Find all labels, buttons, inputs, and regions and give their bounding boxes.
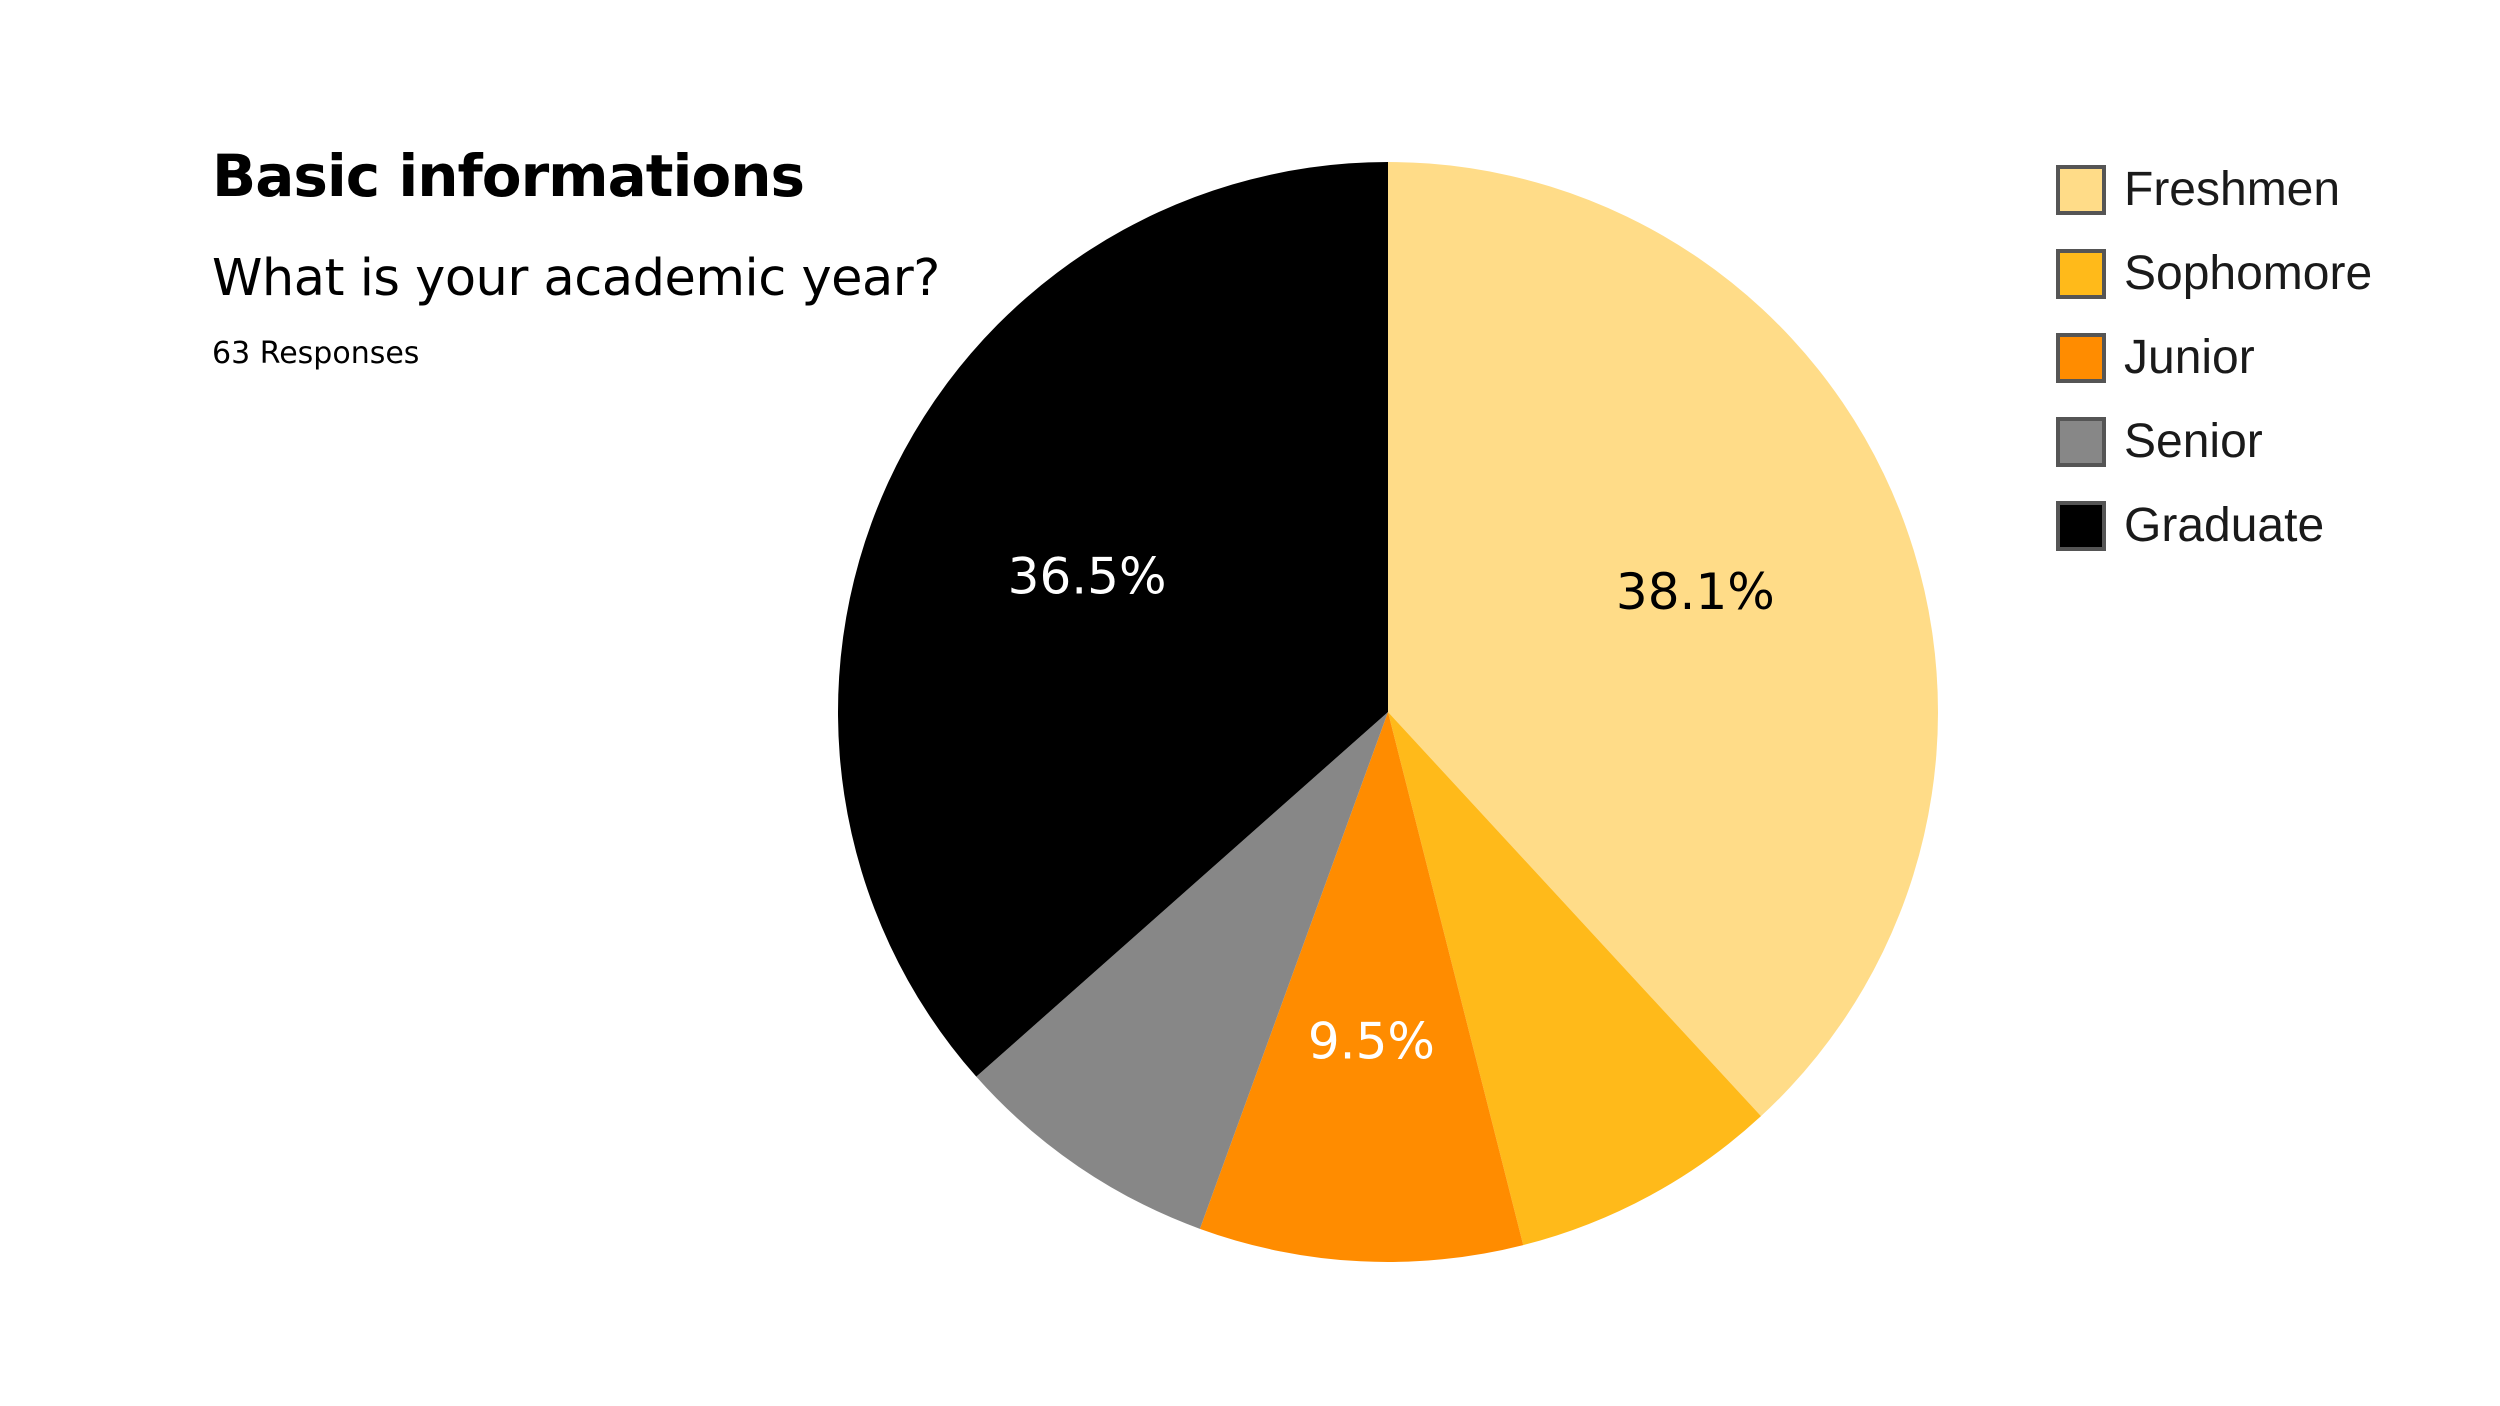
legend-swatch-graduate <box>2056 501 2106 551</box>
pie-slice-junior <box>1199 712 1524 1262</box>
legend-item-freshmen: Freshmen <box>2056 162 2372 218</box>
legend-label-senior: Senior <box>2124 415 2263 468</box>
question-header: Basic informations What is your academic… <box>212 136 1012 376</box>
legend-item-senior: Senior <box>2056 414 2372 470</box>
legend-label-junior: Junior <box>2124 331 2255 384</box>
pie-slice-labels: 38.1% 9.5% 36.5% <box>1008 548 1775 1071</box>
legend-item-sophomore: Sophomore <box>2056 246 2372 302</box>
pie-slice-sophomore <box>1388 712 1762 1246</box>
response-count: 63 Responses <box>212 336 420 371</box>
slice-label-graduate: 36.5% <box>1008 548 1167 606</box>
legend-label-freshmen: Freshmen <box>2124 163 2341 216</box>
pie-slice-graduate <box>838 162 1388 1077</box>
legend-label-graduate: Graduate <box>2124 499 2325 552</box>
pie-slices <box>838 162 1938 1262</box>
legend-item-junior: Junior <box>2056 330 2372 386</box>
slice-label-junior: 9.5% <box>1308 1013 1435 1071</box>
legend-swatch-junior <box>2056 333 2106 383</box>
pie-slice-freshmen <box>1388 162 1938 1117</box>
slice-label-freshmen: 38.1% <box>1616 563 1775 621</box>
legend-swatch-senior <box>2056 417 2106 467</box>
legend-swatch-freshmen <box>2056 165 2106 215</box>
pie-slice-senior <box>976 712 1388 1229</box>
question-text: What is your academic year? <box>212 249 940 308</box>
legend-label-sophomore: Sophomore <box>2124 247 2373 300</box>
section-title: Basic informations <box>212 142 805 210</box>
legend-swatch-sophomore <box>2056 249 2106 299</box>
legend-item-graduate: Graduate <box>2056 498 2372 554</box>
chart-legend: Freshmen Sophomore Junior Senior Graduate <box>2056 162 2372 582</box>
